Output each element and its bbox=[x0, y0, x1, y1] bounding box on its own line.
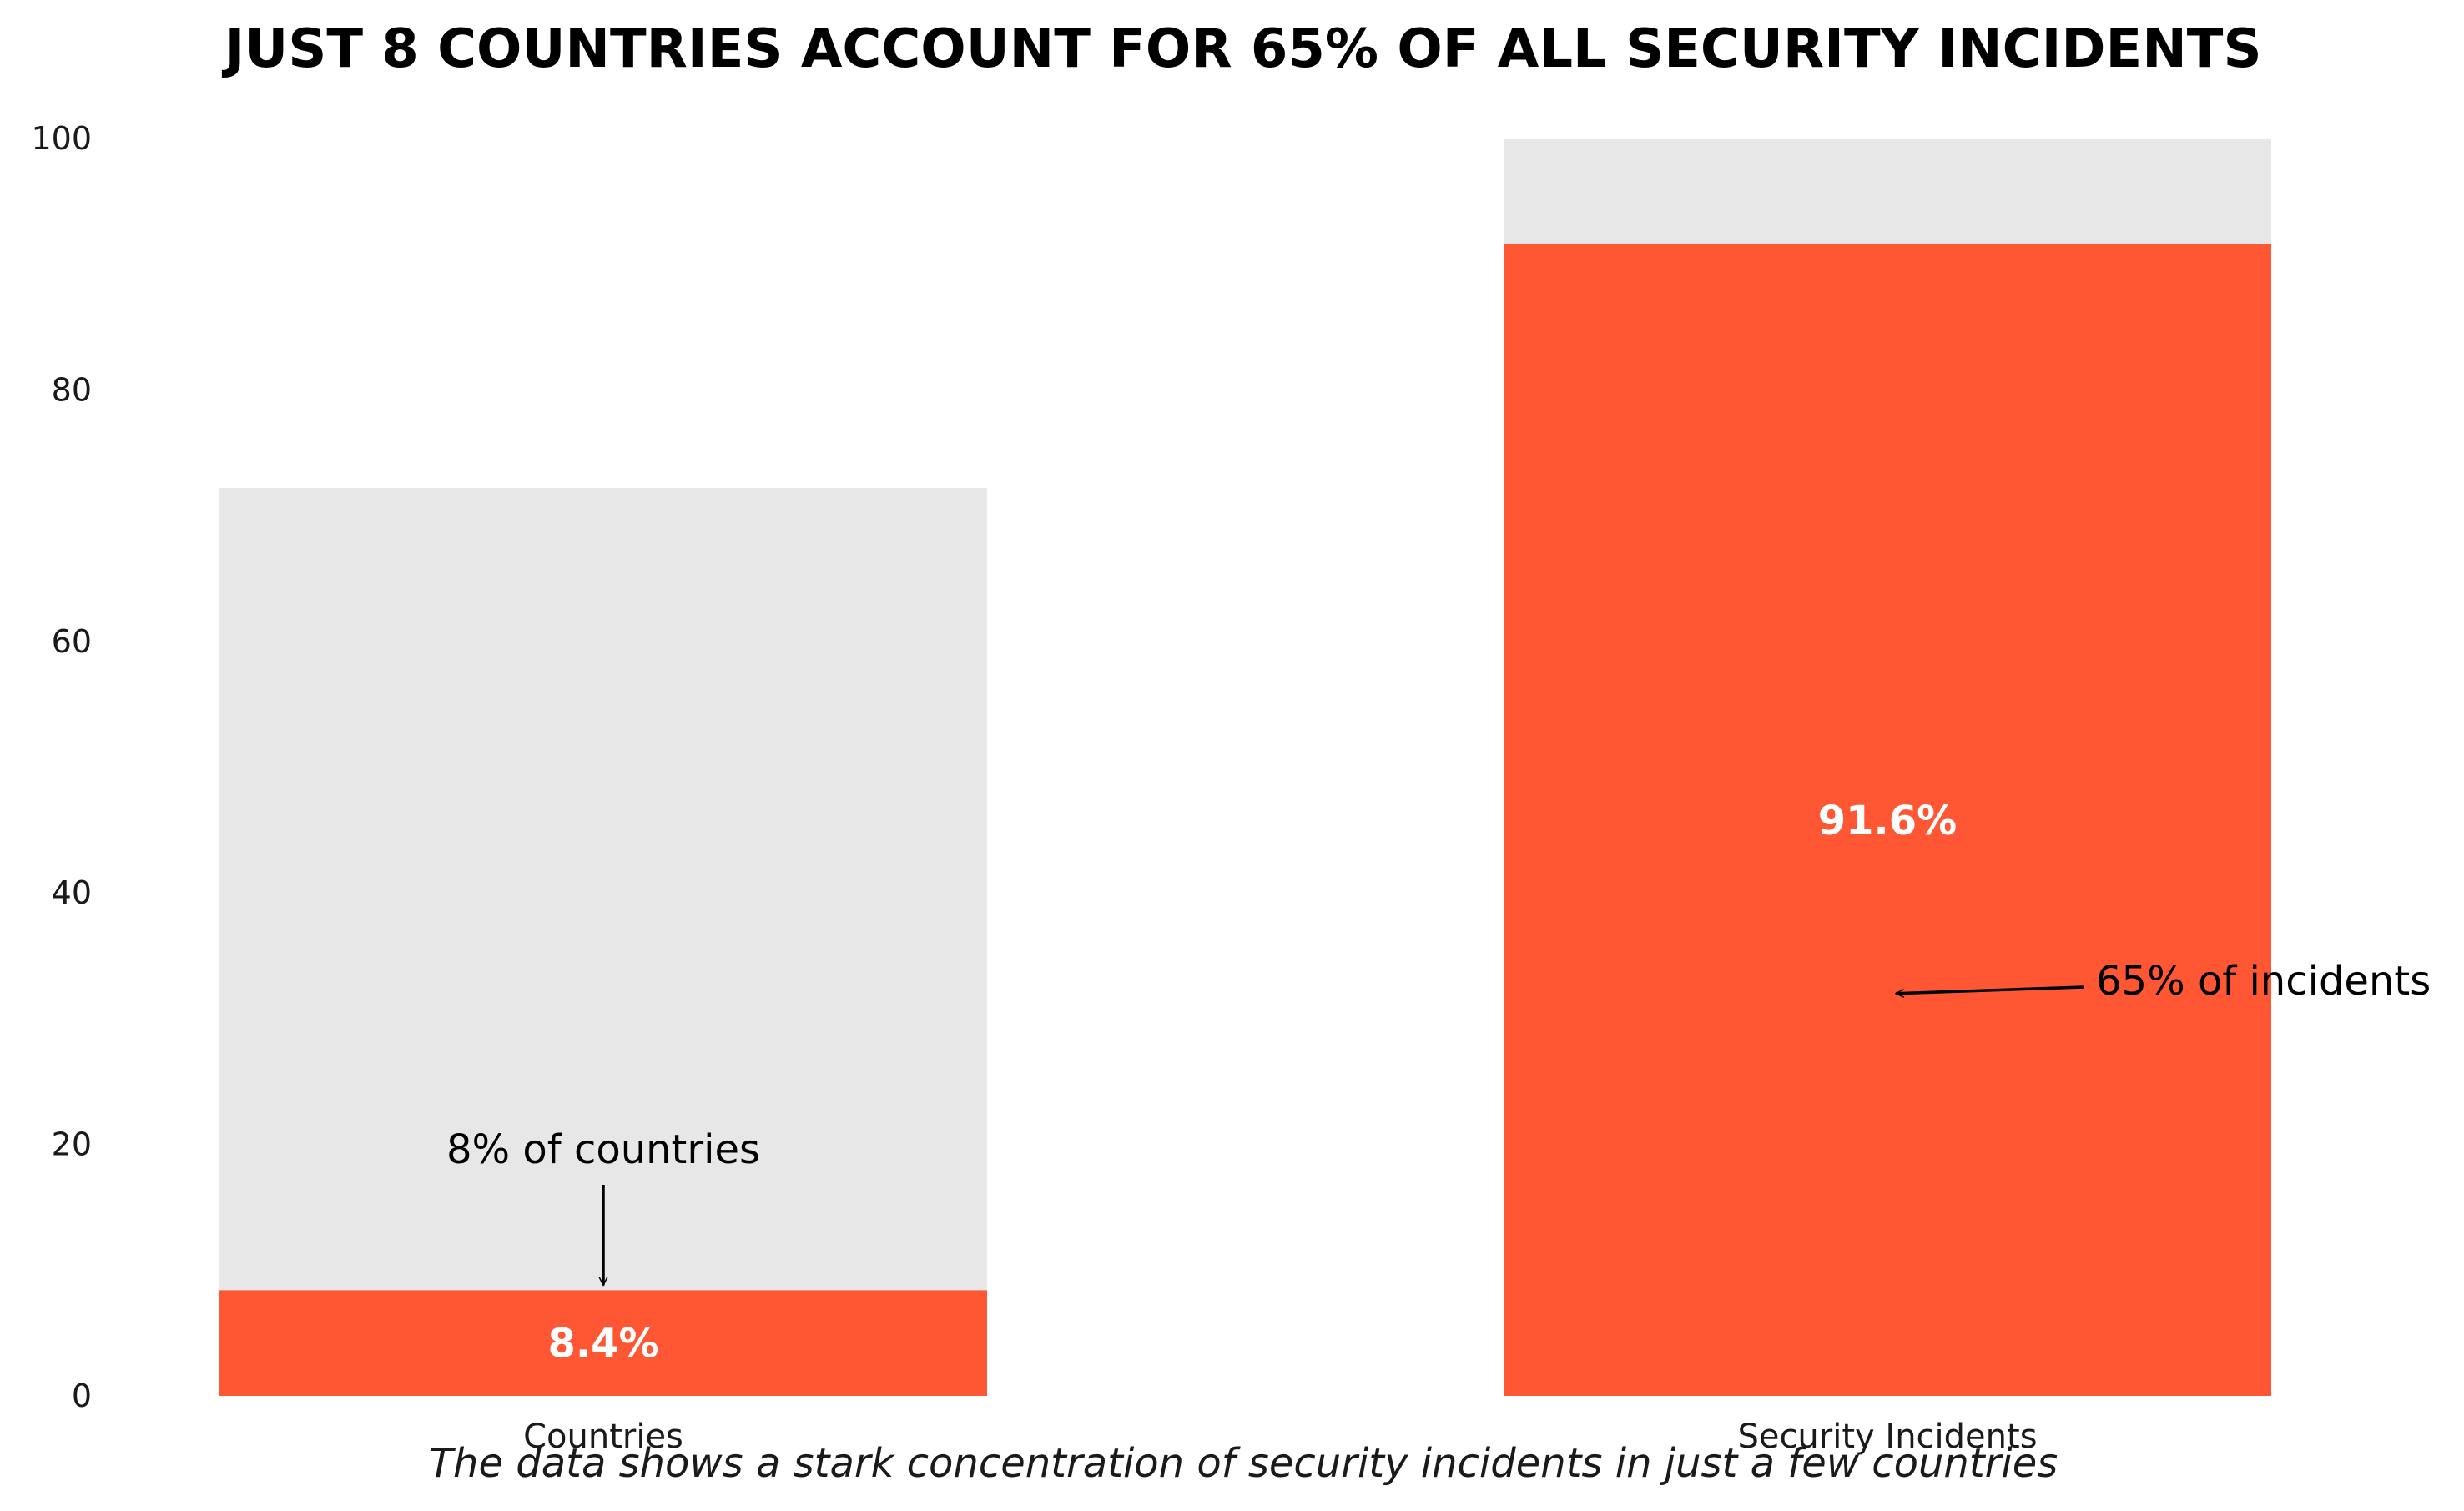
chart-caption: The data shows a stark concentration of … bbox=[429, 1440, 2058, 1487]
annotations: 8% of countries 65% of incidents bbox=[446, 958, 2431, 1285]
y-tick-label: 80 bbox=[52, 371, 92, 408]
data-label: 8.4% bbox=[547, 1321, 658, 1367]
y-tick-label: 60 bbox=[52, 623, 92, 660]
highlight-bar-countries bbox=[219, 1290, 987, 1396]
x-tick-label: Security Incidents bbox=[1737, 1418, 2037, 1456]
annotation-incidents: 65% of incidents bbox=[2096, 958, 2431, 1005]
annotation-countries: 8% of countries bbox=[446, 1126, 760, 1173]
y-tick-label: 20 bbox=[52, 1126, 92, 1163]
y-tick-label: 0 bbox=[72, 1378, 92, 1414]
annotation-arrow-incidents bbox=[1896, 985, 2084, 994]
y-tick-label: 40 bbox=[52, 874, 92, 911]
x-tick-label: Countries bbox=[523, 1418, 683, 1456]
y-tick-label: 100 bbox=[31, 120, 92, 157]
data-label: 91.6% bbox=[1818, 798, 1958, 844]
value-labels: 8.4% 91.6% bbox=[547, 798, 1957, 1367]
y-axis-ticks: 0 20 40 60 80 100 bbox=[31, 120, 92, 1414]
highlight-bars bbox=[219, 244, 2271, 1396]
chart-title: JUST 8 COUNTRIES ACCOUNT FOR 65% OF ALL … bbox=[221, 18, 2261, 80]
highlight-bar-security-incidents bbox=[1504, 244, 2271, 1396]
category-labels: Countries Security Incidents bbox=[523, 1418, 2037, 1456]
